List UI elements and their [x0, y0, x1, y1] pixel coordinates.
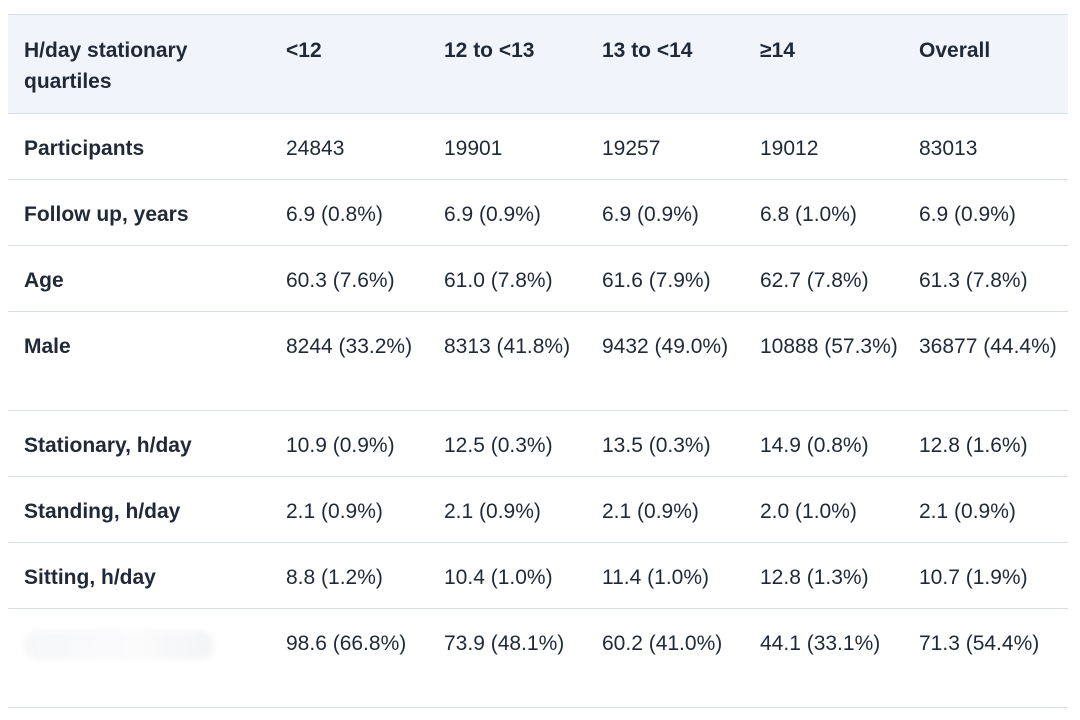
- header-col-ge14: ≥14: [748, 14, 907, 114]
- table-cell: 6.9 (0.9%): [602, 203, 699, 226]
- header-col-overall: Overall: [907, 14, 1068, 114]
- table-row-stationary: Stationary, h/day 10.9 (0.9%) 12.5 (0.3%…: [8, 411, 1068, 477]
- table-cell: 36877 (44.4%): [919, 335, 1057, 358]
- table-cell: 2.1 (0.9%): [919, 500, 1016, 523]
- table-cell: 11.4 (1.0%): [602, 566, 709, 589]
- table-cell: 10888 (57.3%): [760, 335, 898, 358]
- table-cell: 61.0 (7.8%): [444, 269, 553, 292]
- redacted-label-blur: [24, 630, 214, 660]
- table-row-redacted: 98.6 (66.8%) 73.9 (48.1%) 60.2 (41.0%) 4…: [8, 609, 1068, 708]
- table-cell: 44.1 (33.1%): [760, 632, 881, 655]
- table-cell: 6.9 (0.9%): [919, 203, 1016, 226]
- table-cell: 83013: [919, 137, 978, 160]
- table-cell: 10.9 (0.9%): [286, 434, 395, 457]
- table-cell: 6.9 (0.8%): [286, 203, 383, 226]
- row-label: Male: [24, 335, 71, 358]
- table-cell: 60.2 (41.0%): [602, 632, 723, 655]
- table-cell: 6.9 (0.9%): [444, 203, 541, 226]
- table-cell: 8244 (33.2%): [286, 335, 413, 358]
- row-label-redacted: [8, 609, 274, 708]
- table-cell: 8.8 (1.2%): [286, 566, 383, 589]
- table-cell: 2.1 (0.9%): [444, 500, 541, 523]
- table-cell: 61.3 (7.8%): [919, 269, 1028, 292]
- table-cell: 71.3 (54.4%): [919, 632, 1040, 655]
- table-cell: 2.1 (0.9%): [286, 500, 383, 523]
- table-row-standing: Standing, h/day 2.1 (0.9%) 2.1 (0.9%) 2.…: [8, 477, 1068, 543]
- header-col-lt12: <12: [274, 14, 432, 114]
- header-row: H/day stationary quartiles <12 12 to <13…: [8, 14, 1068, 114]
- table-cell: 19901: [444, 137, 503, 160]
- table-cell: 98.6 (66.8%): [286, 632, 407, 655]
- table-cell: 13.5 (0.3%): [602, 434, 711, 457]
- table-cell: 19257: [602, 137, 661, 160]
- row-label: Age: [24, 269, 64, 292]
- table-cell: 14.9 (0.8%): [760, 434, 869, 457]
- table-cell: 8313 (41.8%): [444, 335, 571, 358]
- table-cell: 9432 (49.0%): [602, 335, 729, 358]
- table-row-participants: Participants 24843 19901 19257 19012 830…: [8, 114, 1068, 180]
- table-cell: 73.9 (48.1%): [444, 632, 565, 655]
- table-cell: 12.8 (1.6%): [919, 434, 1028, 457]
- table-cell: 62.7 (7.8%): [760, 269, 869, 292]
- table-cell: 2.1 (0.9%): [602, 500, 699, 523]
- table-header: H/day stationary quartiles <12 12 to <13…: [8, 14, 1068, 114]
- table-row-male: Male 8244 (33.2%) 8313 (41.8%) 9432 (49.…: [8, 312, 1068, 411]
- table-cell: 12.8 (1.3%): [760, 566, 869, 589]
- row-label: Standing, h/day: [24, 500, 181, 523]
- table-cell: 61.6 (7.9%): [602, 269, 711, 292]
- baseline-characteristics-table-container: H/day stationary quartiles <12 12 to <13…: [8, 14, 1068, 708]
- table-row-follow-up: Follow up, years 6.9 (0.8%) 6.9 (0.9%) 6…: [8, 180, 1068, 246]
- row-label: Follow up, years: [24, 203, 189, 226]
- table-cell: 10.4 (1.0%): [444, 566, 553, 589]
- header-col-12-to-13: 12 to <13: [432, 14, 590, 114]
- table-cell: 10.7 (1.9%): [919, 566, 1028, 589]
- row-label: Stationary, h/day: [24, 434, 192, 457]
- table-cell: 6.8 (1.0%): [760, 203, 857, 226]
- table-cell: 2.0 (1.0%): [760, 500, 857, 523]
- table-cell: 24843: [286, 137, 345, 160]
- table-cell: 60.3 (7.6%): [286, 269, 395, 292]
- table-row-sitting: Sitting, h/day 8.8 (1.2%) 10.4 (1.0%) 11…: [8, 543, 1068, 609]
- row-label: Sitting, h/day: [24, 566, 156, 589]
- table-cell: 19012: [760, 137, 819, 160]
- table-body: Participants 24843 19901 19257 19012 830…: [8, 114, 1068, 708]
- table-cell: 12.5 (0.3%): [444, 434, 553, 457]
- table-row-age: Age 60.3 (7.6%) 61.0 (7.8%) 61.6 (7.9%) …: [8, 246, 1068, 312]
- header-label-quartiles: H/day stationary quartiles: [8, 14, 274, 114]
- baseline-characteristics-table: H/day stationary quartiles <12 12 to <13…: [8, 14, 1068, 708]
- header-col-13-to-14: 13 to <14: [590, 14, 748, 114]
- row-label: Participants: [24, 137, 145, 160]
